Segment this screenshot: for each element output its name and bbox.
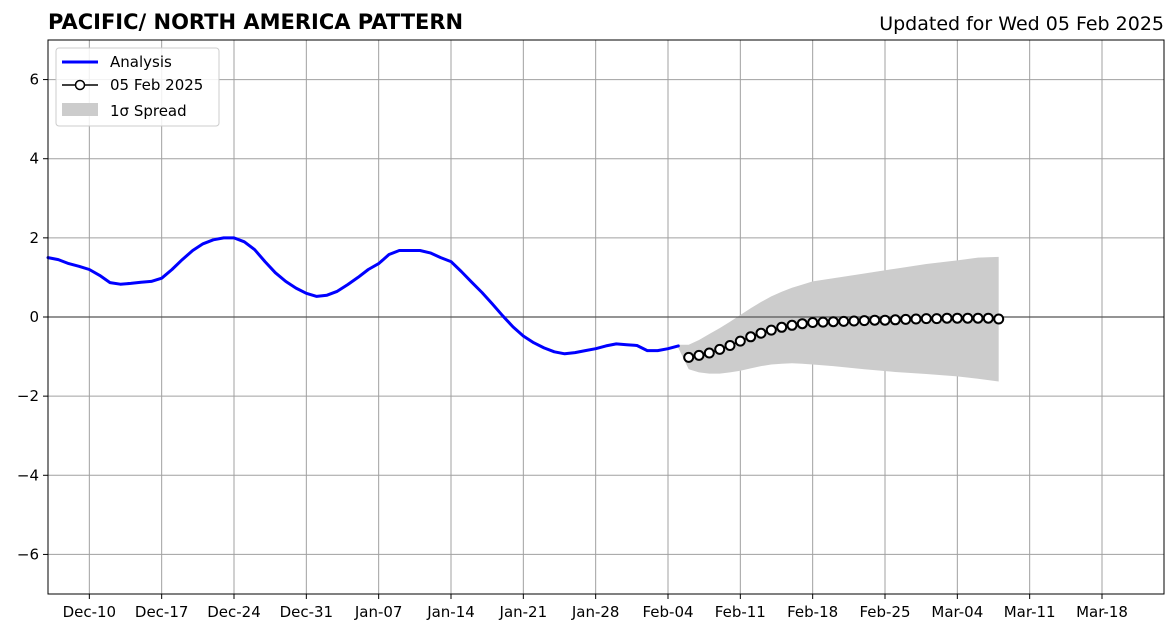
legend-spread-label: 1σ Spread xyxy=(110,102,187,120)
forecast-point xyxy=(776,321,788,333)
forecast-point xyxy=(931,313,943,325)
forecast-point xyxy=(951,312,963,324)
forecast-point xyxy=(786,319,798,331)
legend-forecast-label: 05 Feb 2025 xyxy=(110,76,203,94)
forecast-point xyxy=(962,312,974,324)
forecast-point xyxy=(693,349,705,361)
forecast-point xyxy=(683,351,695,363)
spread-layer xyxy=(678,256,999,382)
forecast-point xyxy=(889,314,901,326)
forecast-point xyxy=(993,313,1005,325)
chart-title: PACIFIC/ NORTH AMERICA PATTERN xyxy=(48,10,463,34)
x-tick-label: Jan-14 xyxy=(426,603,475,621)
forecast-point xyxy=(858,315,870,327)
x-axis: Dec-10 Dec-17 Dec-24 Dec-31 Jan-07 Jan-14 Jan-… xyxy=(63,594,1128,621)
x-tick-label: Jan-21 xyxy=(499,603,548,621)
analysis-line xyxy=(46,236,680,356)
forecast-point xyxy=(745,331,757,343)
forecast-point xyxy=(827,316,839,328)
y-tick-label: 4 xyxy=(29,150,39,168)
chart-subtitle: Updated for Wed 05 Feb 2025 xyxy=(879,13,1164,35)
forecast-point xyxy=(869,314,881,326)
x-tick-label: Dec-10 xyxy=(63,603,117,621)
forecast-point xyxy=(714,343,726,355)
forecast-point xyxy=(848,315,860,327)
y-tick-label: 0 xyxy=(29,308,39,326)
legend-spread-swatch xyxy=(62,103,98,116)
x-tick-label: Jan-07 xyxy=(354,603,403,621)
y-tick-label: −2 xyxy=(17,387,39,405)
x-tick-label: Mar-11 xyxy=(1004,603,1056,621)
forecast-point xyxy=(817,316,829,328)
forecast-point xyxy=(879,314,891,326)
x-tick-label: Feb-11 xyxy=(715,603,766,621)
forecast-point xyxy=(941,312,953,324)
x-tick-label: Feb-04 xyxy=(642,603,693,621)
forecast-point xyxy=(703,347,715,359)
forecast-point xyxy=(838,315,850,327)
x-tick-label: Dec-17 xyxy=(135,603,189,621)
forecast-point xyxy=(982,312,994,324)
forecast-point xyxy=(972,312,984,324)
forecast-point xyxy=(765,324,777,336)
y-tick-label: 6 xyxy=(29,71,39,89)
series-layer xyxy=(46,236,1005,363)
y-axis: −6 −4 −2 0 2 4 6 xyxy=(17,71,48,563)
legend: Analysis 05 Feb 2025 1σ Spread xyxy=(55,47,220,127)
forecast-point xyxy=(910,313,922,325)
y-tick-label: −4 xyxy=(17,466,39,484)
forecast-point xyxy=(807,317,819,328)
forecast-point xyxy=(724,340,736,351)
x-tick-label: Feb-18 xyxy=(787,603,838,621)
y-tick-label: −6 xyxy=(17,545,39,563)
x-tick-label: Mar-18 xyxy=(1076,603,1128,621)
y-tick-label: 2 xyxy=(29,229,39,247)
legend-analysis-label: Analysis xyxy=(110,53,172,71)
forecast-point xyxy=(755,327,767,339)
legend-forecast-marker xyxy=(74,79,86,91)
forecast-point xyxy=(734,335,746,347)
x-tick-label: Feb-25 xyxy=(859,603,910,621)
spread-band xyxy=(678,256,999,382)
x-tick-label: Mar-04 xyxy=(931,603,983,621)
forecast-point xyxy=(920,313,932,325)
forecast-point xyxy=(796,318,808,330)
x-tick-label: Dec-24 xyxy=(207,603,261,621)
x-tick-label: Jan-28 xyxy=(571,603,620,621)
forecast-point xyxy=(900,313,912,325)
x-tick-label: Dec-31 xyxy=(280,603,334,621)
